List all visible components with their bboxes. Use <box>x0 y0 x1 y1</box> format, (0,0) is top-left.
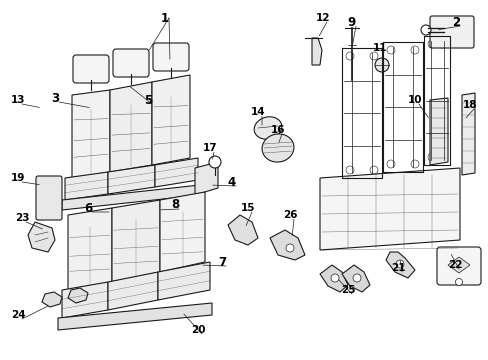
Polygon shape <box>227 215 258 245</box>
Text: 6: 6 <box>84 202 92 215</box>
Polygon shape <box>160 192 204 272</box>
Text: 2: 2 <box>451 15 459 28</box>
Text: 23: 23 <box>15 213 29 223</box>
Polygon shape <box>311 38 321 65</box>
Text: 26: 26 <box>282 210 297 220</box>
Polygon shape <box>152 75 190 165</box>
Text: 24: 24 <box>11 310 25 320</box>
Polygon shape <box>155 158 198 187</box>
Circle shape <box>437 153 445 161</box>
Polygon shape <box>385 252 414 278</box>
Polygon shape <box>68 208 112 290</box>
Circle shape <box>369 166 377 174</box>
Circle shape <box>374 58 388 72</box>
Text: 1: 1 <box>161 12 169 24</box>
Polygon shape <box>319 265 347 292</box>
Polygon shape <box>42 292 62 307</box>
Circle shape <box>346 166 353 174</box>
Circle shape <box>454 279 462 285</box>
Text: 21: 21 <box>390 263 405 273</box>
Circle shape <box>427 153 435 161</box>
Circle shape <box>352 274 360 282</box>
Ellipse shape <box>254 117 281 139</box>
Polygon shape <box>429 98 447 165</box>
Polygon shape <box>62 185 200 210</box>
Text: 11: 11 <box>372 43 386 53</box>
Polygon shape <box>65 172 108 200</box>
Polygon shape <box>158 262 209 300</box>
Text: 20: 20 <box>190 325 205 335</box>
FancyBboxPatch shape <box>429 16 473 48</box>
Circle shape <box>285 244 293 252</box>
Text: 5: 5 <box>143 94 152 107</box>
Polygon shape <box>72 90 110 178</box>
Circle shape <box>208 156 221 168</box>
Ellipse shape <box>262 134 293 162</box>
Circle shape <box>420 25 430 35</box>
Polygon shape <box>447 257 469 273</box>
Polygon shape <box>28 222 55 252</box>
Polygon shape <box>319 168 459 250</box>
Text: 12: 12 <box>315 13 329 23</box>
FancyBboxPatch shape <box>153 43 189 71</box>
Text: 10: 10 <box>407 95 421 105</box>
FancyBboxPatch shape <box>113 49 149 77</box>
Circle shape <box>410 46 418 54</box>
Polygon shape <box>58 303 212 330</box>
Circle shape <box>427 40 435 48</box>
Circle shape <box>395 260 403 268</box>
Polygon shape <box>341 265 369 292</box>
Text: 16: 16 <box>270 125 285 135</box>
Text: 7: 7 <box>218 256 225 269</box>
Text: 3: 3 <box>51 91 59 104</box>
Text: 9: 9 <box>347 15 355 28</box>
Text: 17: 17 <box>202 143 217 153</box>
Polygon shape <box>461 93 474 175</box>
Polygon shape <box>108 165 155 194</box>
Text: 14: 14 <box>250 107 265 117</box>
Text: 22: 22 <box>447 260 461 270</box>
Polygon shape <box>195 162 218 195</box>
FancyBboxPatch shape <box>436 247 480 285</box>
FancyBboxPatch shape <box>36 176 62 220</box>
Text: 25: 25 <box>340 285 354 295</box>
Circle shape <box>437 40 445 48</box>
Polygon shape <box>269 230 305 260</box>
Text: 18: 18 <box>462 100 476 110</box>
Circle shape <box>386 46 394 54</box>
Polygon shape <box>68 288 88 303</box>
Text: 19: 19 <box>11 173 25 183</box>
Text: 13: 13 <box>11 95 25 105</box>
Circle shape <box>346 52 353 60</box>
Circle shape <box>410 160 418 168</box>
Text: 15: 15 <box>240 203 255 213</box>
Circle shape <box>386 160 394 168</box>
Text: 4: 4 <box>227 175 236 189</box>
Polygon shape <box>112 200 160 282</box>
Polygon shape <box>62 282 108 318</box>
Circle shape <box>369 52 377 60</box>
FancyBboxPatch shape <box>73 55 109 83</box>
Polygon shape <box>108 272 158 310</box>
Circle shape <box>330 274 338 282</box>
Polygon shape <box>110 82 152 172</box>
Text: 8: 8 <box>170 198 179 211</box>
